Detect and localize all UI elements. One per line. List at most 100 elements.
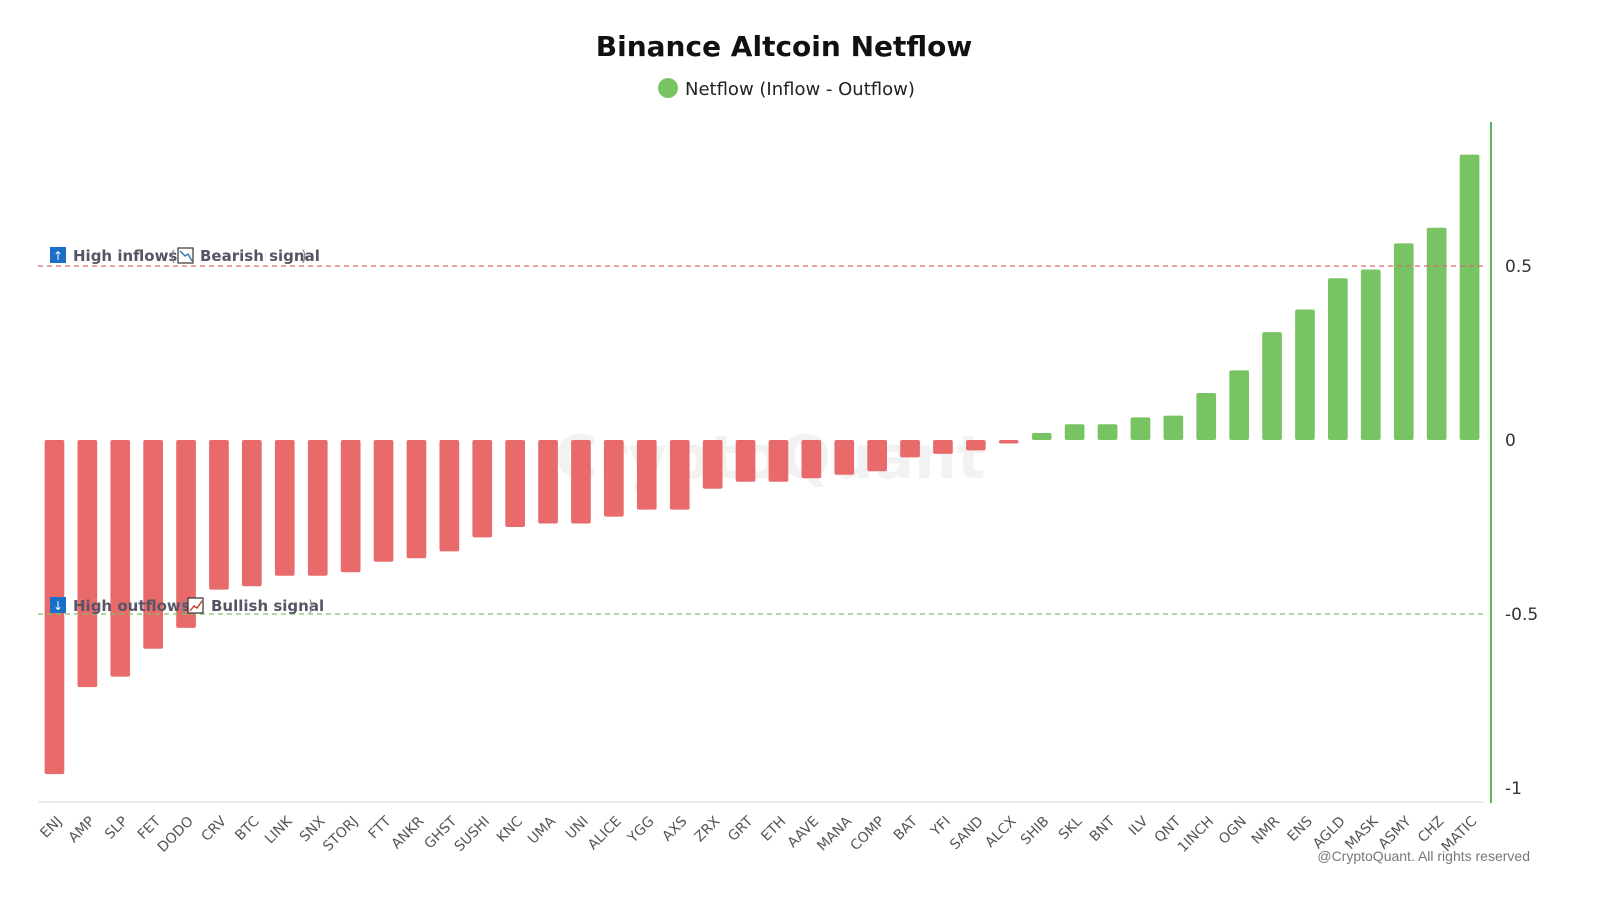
x-tick-label: MANA [814, 813, 855, 854]
high-inflows-paren-close: ) [301, 247, 307, 265]
high-outflows-paren-close: ) [308, 597, 314, 615]
x-tick-label: ANKR [388, 813, 427, 852]
legend-label: Netflow (Inflow - Outflow) [685, 79, 915, 100]
bars-group [44, 154, 1480, 775]
high-outflows-annotation: ↓ High outflows ( Bullish signal ) [50, 597, 324, 615]
legend[interactable]: Netflow (Inflow - Outflow) [658, 78, 915, 100]
down-arrow-icon [50, 597, 66, 613]
bar-knc[interactable] [505, 440, 525, 527]
bar-ygg[interactable] [636, 440, 657, 510]
y-tick-label: 0.5 [1505, 257, 1532, 277]
bar-slp[interactable] [110, 440, 131, 677]
x-tick-label: BNT [1087, 813, 1119, 845]
bar-zrx[interactable] [702, 440, 723, 489]
high-outflows-paren-open: ( [180, 597, 186, 615]
bar-mana[interactable] [834, 440, 855, 475]
bar-ilv[interactable] [1130, 417, 1151, 440]
bar-grt[interactable] [735, 440, 756, 482]
bar-ens[interactable] [1295, 309, 1315, 441]
x-tick-label: ASMY [1376, 813, 1415, 852]
bar-asmy[interactable] [1393, 243, 1414, 440]
bar-storj[interactable] [340, 440, 361, 573]
bar-qnt[interactable] [1163, 415, 1184, 440]
bar-ankr[interactable] [406, 440, 427, 559]
bar-chz[interactable] [1426, 227, 1447, 440]
bar-snx[interactable] [307, 440, 328, 576]
x-tick-label: NMR [1249, 813, 1283, 847]
y-tick-label: -1 [1505, 779, 1522, 799]
x-tick-label: CRV [198, 813, 230, 845]
chart-up-icon [187, 597, 204, 614]
x-tick-label: AMP [66, 814, 99, 847]
x-tick-label: KNC [494, 813, 526, 845]
x-tick-label: ENJ [37, 814, 65, 842]
x-tick-label: ALICE [585, 814, 625, 854]
x-tick-label: SUSHI [452, 814, 493, 855]
bar-fet[interactable] [143, 440, 163, 649]
up-arrow-glyph: ↑ [53, 249, 63, 263]
bar-sushi[interactable] [472, 440, 493, 538]
chart-title: Binance Altcoin Netflow [596, 30, 972, 63]
x-tick-label: COMP [847, 814, 888, 855]
x-tick-label: OGN [1216, 814, 1250, 848]
bar-ogn[interactable] [1229, 370, 1249, 440]
bar-sand[interactable] [966, 440, 986, 451]
copyright-text: @CryptoQuant. All rights reserved [1317, 848, 1530, 864]
bar-amp[interactable] [77, 440, 98, 688]
x-tick-label: ZRX [692, 813, 724, 845]
bar-skl[interactable] [1064, 424, 1085, 440]
bar-comp[interactable] [867, 440, 887, 472]
bullish-signal-label: Bullish signal [211, 597, 324, 615]
high-inflows-label: High inflows [73, 247, 177, 265]
high-inflows-paren-open: ( [170, 247, 176, 265]
x-tick-label: STORJ [320, 814, 361, 855]
y-tick-label: -0.5 [1505, 605, 1538, 625]
x-tick-label: AXS [659, 813, 690, 844]
bearish-signal-label: Bearish signal [200, 247, 320, 265]
x-tick-label: GRT [725, 813, 757, 845]
bar-mask[interactable] [1360, 269, 1381, 441]
x-tick-label: AGLD [1310, 814, 1349, 853]
bar-ftt[interactable] [373, 440, 394, 562]
high-inflows-annotation: ↑ High inflows ( Bearish signal ) [50, 247, 320, 265]
bar-aave[interactable] [801, 440, 822, 479]
high-outflows-label: High outflows [73, 597, 190, 615]
x-tick-label: YGG [624, 814, 657, 847]
up-arrow-icon [50, 247, 66, 263]
x-tick-label: LINK [262, 813, 296, 847]
down-arrow-glyph: ↓ [53, 599, 63, 613]
bar-btc[interactable] [242, 440, 262, 587]
bar-link[interactable] [274, 440, 295, 576]
reference-lines [38, 265, 1486, 615]
bar-matic[interactable] [1459, 154, 1480, 440]
bar-yfi[interactable] [933, 440, 953, 454]
x-tick-label: MASK [1342, 813, 1382, 853]
bar-nmr[interactable] [1262, 332, 1282, 440]
bar-alcx[interactable] [998, 440, 1019, 444]
bar-agld[interactable] [1328, 278, 1348, 440]
bar-uni[interactable] [571, 440, 591, 524]
bar-uma[interactable] [538, 440, 558, 524]
bar-eth[interactable] [768, 440, 789, 482]
chart-down-icon [177, 247, 194, 264]
x-tick-label: SAND [947, 814, 987, 854]
bar-crv[interactable] [209, 440, 229, 590]
bar-1inch[interactable] [1196, 393, 1217, 440]
x-tick-label: ALCX [982, 813, 1020, 851]
x-tick-label: SKL [1056, 813, 1086, 843]
x-tick-label: BTC [232, 813, 263, 844]
legend-marker [658, 78, 678, 98]
x-tick-label: UMA [525, 813, 559, 847]
bar-bnt[interactable] [1097, 424, 1118, 440]
bar-shib[interactable] [1031, 433, 1052, 440]
bar-dodo[interactable] [176, 440, 196, 628]
x-tick-label: BAT [891, 813, 921, 843]
bar-axs[interactable] [669, 440, 690, 510]
x-tick-label: 1INCH [1175, 814, 1217, 856]
bar-bat[interactable] [900, 440, 920, 458]
bar-alice[interactable] [604, 440, 624, 517]
bar-ghst[interactable] [439, 440, 460, 552]
x-tick-label: YFI [927, 814, 954, 841]
